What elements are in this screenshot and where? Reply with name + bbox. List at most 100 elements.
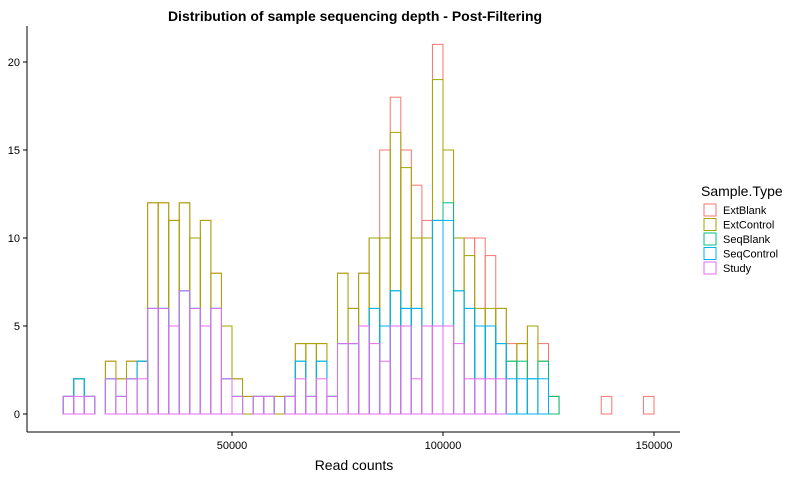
bar-study-25 xyxy=(326,395,339,415)
bar-extblank-32 xyxy=(400,149,412,415)
bar-seqblank-31 xyxy=(389,290,402,415)
bar-extblank-21 xyxy=(284,395,296,415)
bar-seqblank-7 xyxy=(136,360,149,415)
bar-seqcontrol-25 xyxy=(326,395,339,415)
bar-extcontrol-17 xyxy=(242,395,254,415)
bar-extcontrol-6 xyxy=(126,360,138,415)
bar-extcontrol-42 xyxy=(505,360,518,415)
bar-study-29 xyxy=(368,343,381,415)
y-tick-label: 15 xyxy=(8,145,20,157)
bar-extblank-55 xyxy=(642,395,655,415)
bar-seqblank-23 xyxy=(305,395,317,415)
bar-extblank-12 xyxy=(189,237,201,415)
bar-extcontrol-39 xyxy=(474,307,486,415)
bar-study-10 xyxy=(168,325,180,415)
y-tick-label: 0 xyxy=(14,409,20,421)
bar-extblank-34 xyxy=(421,219,433,415)
bar-seqcontrol-0 xyxy=(62,395,75,415)
bar-study-19 xyxy=(263,395,275,415)
bar-seqblank-9 xyxy=(157,307,170,415)
bar-extcontrol-19 xyxy=(263,395,275,415)
bar-study-9 xyxy=(157,307,170,415)
bar-seqblank-35 xyxy=(431,219,444,415)
bar-extcontrol-15 xyxy=(220,325,233,415)
legend-item-study: Study xyxy=(703,261,752,275)
bar-seqblank-30 xyxy=(379,325,391,415)
bar-extcontrol-0 xyxy=(62,395,75,415)
bar-extblank-33 xyxy=(410,184,423,415)
bar-seqcontrol-35 xyxy=(431,219,444,415)
bar-seqcontrol-30 xyxy=(379,325,391,415)
bar-study-2 xyxy=(83,395,96,415)
bar-study-36 xyxy=(442,325,455,415)
bar-extblank-30 xyxy=(379,149,391,415)
bar-seqblank-45 xyxy=(537,360,550,415)
x-axis-ticks: 50000 100000 150000 xyxy=(217,432,672,452)
bar-seqcontrol-16 xyxy=(231,395,244,415)
bar-study-24 xyxy=(315,378,328,415)
bar-extcontrol-2 xyxy=(83,395,96,415)
bar-seqcontrol-45 xyxy=(537,378,550,415)
x-tick-label: 50000 xyxy=(217,440,248,452)
bar-seqblank-6 xyxy=(126,378,138,415)
bar-study-40 xyxy=(484,378,497,415)
chart-title: Distribution of sample sequencing depth … xyxy=(168,8,542,24)
bar-extblank-4 xyxy=(104,360,117,415)
bar-extblank-17 xyxy=(242,395,254,415)
legend-label: Study xyxy=(723,263,752,275)
bar-seqcontrol-26 xyxy=(337,343,349,415)
bar-extblank-19 xyxy=(263,395,275,415)
bar-seqblank-43 xyxy=(516,360,528,415)
bar-extcontrol-21 xyxy=(284,395,296,415)
x-tick-label: 100000 xyxy=(425,440,462,452)
bar-seqcontrol-31 xyxy=(389,290,402,415)
bar-seqcontrol-6 xyxy=(126,378,138,415)
bar-extcontrol-44 xyxy=(526,325,539,415)
bar-extblank-2 xyxy=(83,395,96,415)
bar-seqblank-15 xyxy=(220,378,233,415)
bar-extblank-40 xyxy=(484,255,497,415)
bar-extcontrol-23 xyxy=(305,343,317,415)
bar-seqcontrol-14 xyxy=(210,307,222,415)
bar-study-35 xyxy=(431,325,444,415)
bar-study-23 xyxy=(305,395,317,415)
bar-study-38 xyxy=(463,378,476,415)
bar-extcontrol-37 xyxy=(453,237,465,415)
bar-extblank-23 xyxy=(305,343,317,415)
bar-study-34 xyxy=(421,325,433,415)
bar-seqcontrol-29 xyxy=(368,307,381,415)
bar-seqblank-13 xyxy=(199,325,212,415)
bar-study-15 xyxy=(220,378,233,415)
bar-study-21 xyxy=(284,395,296,415)
bar-seqblank-12 xyxy=(189,307,201,415)
bar-study-22 xyxy=(294,378,307,415)
bar-study-6 xyxy=(126,378,138,415)
bar-seqblank-40 xyxy=(484,325,497,415)
bar-extblank-36 xyxy=(442,149,455,415)
bar-seqcontrol-13 xyxy=(199,325,212,415)
bar-extblank-18 xyxy=(252,395,265,415)
bar-extcontrol-12 xyxy=(189,237,201,415)
bar-study-32 xyxy=(400,325,412,415)
bar-extcontrol-36 xyxy=(442,149,455,415)
bar-study-8 xyxy=(147,307,159,415)
legend-label: ExtControl xyxy=(723,220,774,232)
series-extcontrol-bars xyxy=(62,79,560,415)
bar-seqblank-33 xyxy=(410,307,423,415)
bar-study-1 xyxy=(73,395,85,415)
legend-key xyxy=(703,218,717,231)
series-study-bars xyxy=(62,290,507,415)
bar-extcontrol-14 xyxy=(210,272,222,415)
bar-extblank-37 xyxy=(453,237,465,415)
bar-extcontrol-40 xyxy=(484,307,497,415)
bar-extblank-0 xyxy=(62,395,75,415)
bar-seqblank-2 xyxy=(83,395,96,415)
legend-label: SeqControl xyxy=(723,249,778,261)
bar-study-27 xyxy=(347,343,360,415)
bar-extcontrol-11 xyxy=(178,202,191,415)
bar-seqblank-26 xyxy=(337,343,349,415)
bar-seqblank-25 xyxy=(326,395,339,415)
bar-seqcontrol-23 xyxy=(305,395,317,415)
bar-study-13 xyxy=(199,325,212,415)
